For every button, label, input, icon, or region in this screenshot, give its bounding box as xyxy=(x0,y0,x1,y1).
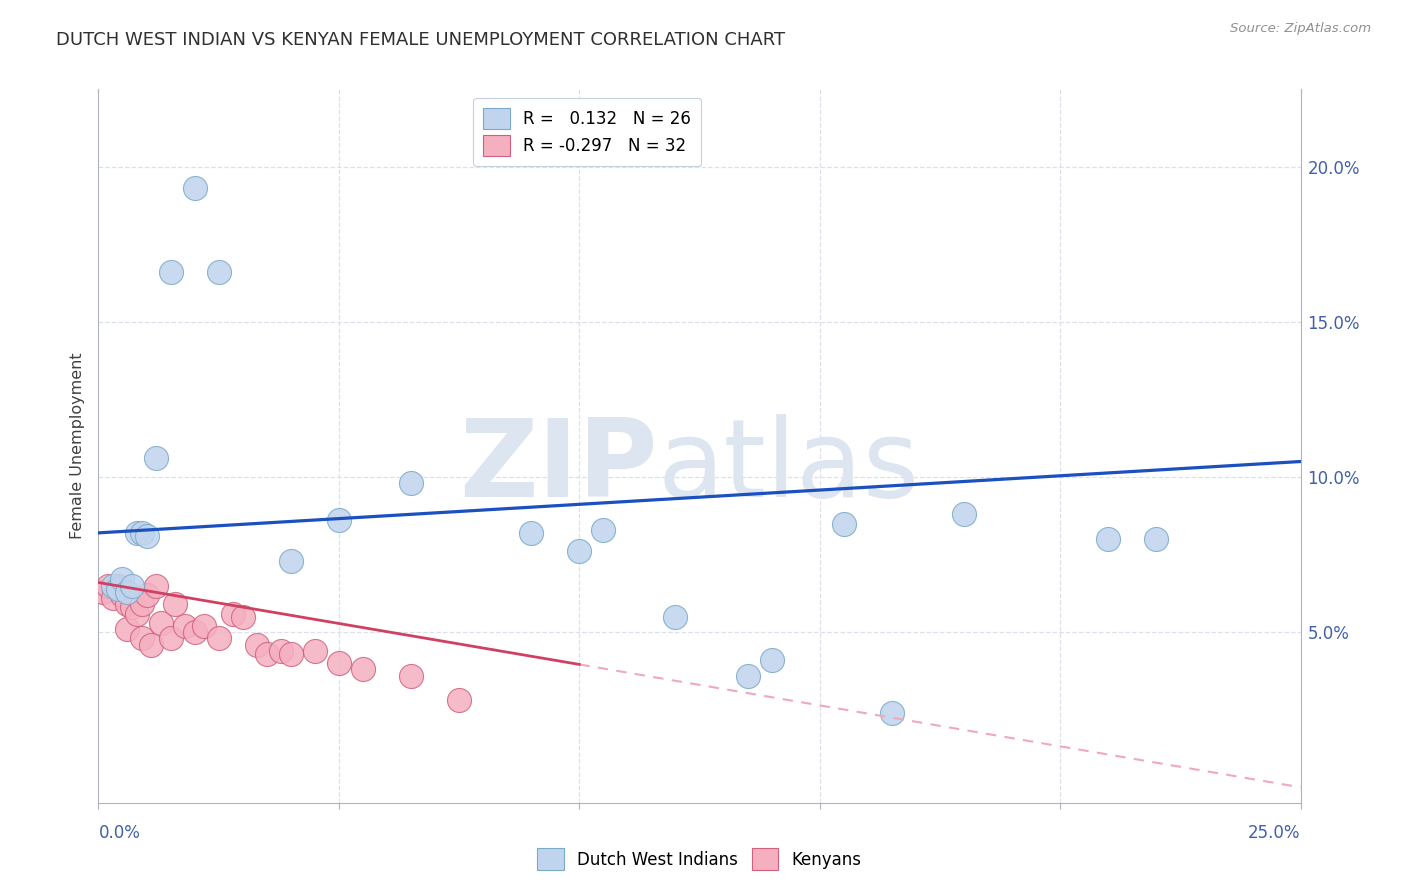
Point xyxy=(664,609,686,624)
Point xyxy=(135,529,157,543)
Point xyxy=(91,584,114,599)
Point xyxy=(280,647,302,661)
Point xyxy=(222,607,245,621)
Point xyxy=(149,615,172,630)
Point xyxy=(125,525,148,540)
Point xyxy=(145,579,167,593)
Point xyxy=(880,706,903,720)
Point xyxy=(304,644,326,658)
Point xyxy=(165,597,187,611)
Point xyxy=(399,668,422,682)
Point xyxy=(121,579,143,593)
Point xyxy=(328,656,350,670)
Point xyxy=(111,588,134,602)
Point xyxy=(107,582,129,596)
Text: 0.0%: 0.0% xyxy=(98,824,141,842)
Point xyxy=(208,632,231,646)
Point xyxy=(117,622,139,636)
Text: ZIP: ZIP xyxy=(458,415,658,520)
Point xyxy=(832,516,855,531)
Point xyxy=(117,584,139,599)
Point xyxy=(159,632,181,646)
Point xyxy=(141,638,163,652)
Point xyxy=(232,609,254,624)
Point xyxy=(183,181,205,195)
Point xyxy=(159,265,181,279)
Point xyxy=(399,476,422,491)
Point xyxy=(1097,532,1119,546)
Point xyxy=(352,662,374,676)
Point xyxy=(953,508,976,522)
Point xyxy=(135,588,157,602)
Point xyxy=(447,693,470,707)
Point xyxy=(121,600,143,615)
Point xyxy=(145,451,167,466)
Legend: Dutch West Indians, Kenyans: Dutch West Indians, Kenyans xyxy=(530,842,869,877)
Point xyxy=(97,579,120,593)
Point xyxy=(568,544,591,558)
Point xyxy=(520,525,543,540)
Point xyxy=(246,638,269,652)
Y-axis label: Female Unemployment: Female Unemployment xyxy=(70,352,86,540)
Point xyxy=(131,597,153,611)
Text: DUTCH WEST INDIAN VS KENYAN FEMALE UNEMPLOYMENT CORRELATION CHART: DUTCH WEST INDIAN VS KENYAN FEMALE UNEMP… xyxy=(56,31,786,49)
Point xyxy=(280,554,302,568)
Text: Source: ZipAtlas.com: Source: ZipAtlas.com xyxy=(1230,22,1371,36)
Text: atlas: atlas xyxy=(658,415,920,520)
Point xyxy=(592,523,614,537)
Point xyxy=(131,525,153,540)
Point xyxy=(1144,532,1167,546)
Point xyxy=(183,625,205,640)
Point xyxy=(101,579,124,593)
Point xyxy=(737,668,759,682)
Point xyxy=(111,573,134,587)
Point xyxy=(208,265,231,279)
Point xyxy=(101,591,124,605)
Point xyxy=(174,619,197,633)
Text: 25.0%: 25.0% xyxy=(1249,824,1301,842)
Point xyxy=(131,632,153,646)
Point xyxy=(328,513,350,527)
Point xyxy=(107,579,129,593)
Point xyxy=(125,607,148,621)
Point xyxy=(761,653,783,667)
Point xyxy=(117,597,139,611)
Point xyxy=(193,619,215,633)
Point xyxy=(256,647,278,661)
Point xyxy=(270,644,292,658)
